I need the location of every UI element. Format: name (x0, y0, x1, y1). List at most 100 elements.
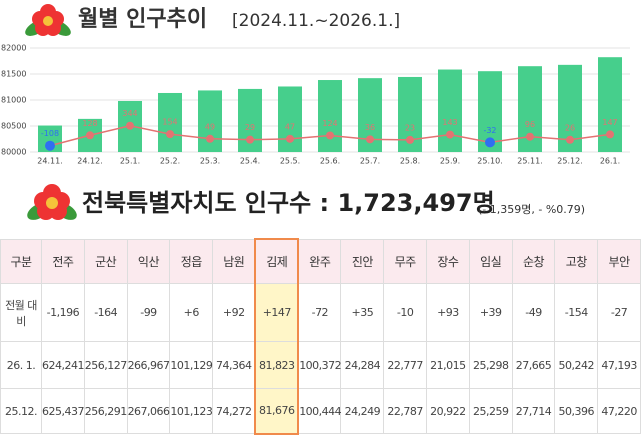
table-cell: 27,714 (511, 388, 556, 434)
data-label: 147 (602, 118, 617, 127)
data-label: 124 (322, 119, 337, 128)
table-cell: 101,123 (169, 388, 214, 434)
summary-header: 전북특별자치도 인구수 : 1,723,497명 (- 1,359명, - %0… (27, 184, 585, 220)
table-cell: 김제 (254, 238, 300, 284)
point (526, 132, 534, 141)
table-cell: 24,284 (340, 341, 385, 389)
table-cell: 임실 (468, 238, 513, 284)
x-tick-label: 24.12. (77, 157, 102, 166)
x-tick-label: 25.11. (517, 157, 542, 166)
table-row: 26. 1. 624,241 256,127 266,967 101,129 74,364… (0, 341, 641, 389)
table-cell: 군산 (83, 238, 128, 284)
table-cell: +92 (212, 283, 256, 342)
table-row: 전월 대비 -1,196 -164 -99 +6 +92 +147 -72 +35 -10 +93 +… (0, 283, 641, 342)
flower-icon (27, 184, 77, 220)
point (86, 131, 94, 140)
table-cell: 624,241 (41, 341, 85, 389)
table-cell: 27,665 (511, 341, 556, 389)
x-tick-label: 25.2. (160, 157, 180, 166)
x-tick-label: 25.3. (200, 157, 220, 166)
x-tick-label: 25.7. (360, 157, 380, 166)
table-cell: 81,823 (254, 341, 300, 389)
population-table: 구분 전주 군산 익산 정읍 남원 김제 완주 진안 무주 장수 임실 순창 고창 부안 전월 대비 -1,19… (0, 238, 641, 435)
x-tick-label: 25.1. (120, 157, 140, 166)
table-cell: 100,372 (297, 341, 342, 389)
chart: 월별 인구추이 [2024.11.~2026.1.] 80000 80500 810… (1, 4, 630, 166)
y-tick-label: 81000 (1, 96, 26, 105)
table-cell: -72 (297, 283, 342, 342)
table-cell: -10 (383, 283, 428, 342)
point (366, 135, 374, 144)
x-tick-label: 25.9. (440, 157, 460, 166)
x-tick-label: 25.10. (477, 157, 502, 166)
table-cell: 26. 1. (0, 341, 42, 389)
data-label: 344 (122, 109, 137, 118)
table-cell: 22,777 (383, 341, 428, 389)
table-cell: 구분 (0, 238, 42, 284)
table-cell: 50,242 (554, 341, 599, 389)
data-label: 26 (565, 123, 575, 132)
chart-title: 월별 인구추이 (78, 7, 207, 32)
bar (318, 80, 342, 152)
table-cell: 25.12. (0, 388, 42, 434)
data-label: 143 (442, 118, 457, 127)
data-label: 49 (205, 122, 215, 131)
table-cell: 81,676 (254, 388, 300, 435)
table-cell: 순창 (511, 238, 556, 284)
point (406, 135, 414, 144)
table-cell: 20,922 (426, 388, 470, 434)
table-cell: 장수 (426, 238, 470, 284)
table-header: 구분 전주 군산 익산 정읍 남원 김제 완주 진안 무주 장수 임실 순창 고창 부안 (0, 238, 641, 284)
table-cell: +93 (426, 283, 470, 342)
table-cell: 무주 (383, 238, 428, 284)
point (286, 134, 294, 143)
summary-note: (- 1,359명, - %0.79) (478, 203, 585, 216)
data-label: -32 (483, 126, 496, 135)
point (446, 130, 454, 139)
summary: 전북특별자치도 인구수 : 1,723,497명 (- 1,359명, - %0… (0, 172, 641, 236)
point (566, 135, 574, 144)
table-cell: 완주 (297, 238, 342, 284)
x-tick-label: 25.6. (320, 157, 340, 166)
data-label: 96 (525, 120, 535, 129)
table-cell: 256,127 (83, 341, 128, 389)
y-tick-label: 80000 (1, 148, 26, 157)
table-cell: 22,787 (383, 388, 428, 434)
table-cell: -164 (83, 283, 128, 342)
table-cell: 47,220 (597, 388, 641, 434)
table-cell: 256,291 (83, 388, 128, 434)
table-cell: 정읍 (169, 238, 214, 284)
table-cell: 부안 (597, 238, 641, 284)
data-label: 128 (82, 119, 97, 128)
table-cell: 625,437 (41, 388, 85, 434)
y-tick-label: 82000 (1, 44, 26, 53)
summary-title: 전북특별자치도 인구수 : 1,723,497명 (82, 189, 495, 217)
table-cell: +35 (340, 283, 385, 342)
table-cell: 25,298 (468, 341, 513, 389)
point (206, 134, 214, 143)
table-cell: 전월 대비 (0, 283, 42, 342)
table-cell: 24,249 (340, 388, 385, 434)
table-cell: -1,196 (41, 283, 85, 342)
table-cell: 고창 (554, 238, 599, 284)
bar (158, 92, 182, 152)
table-row: 25.12. 625,437 256,291 267,066 101,123 74,272… (0, 388, 641, 435)
data-label: 154 (162, 118, 177, 127)
point (326, 131, 334, 140)
table-cell: +147 (254, 283, 300, 342)
data-label: 29 (245, 123, 255, 132)
table-cell: 100,444 (297, 388, 342, 434)
flower-icon (25, 4, 71, 36)
table-cell: 진안 (340, 238, 385, 284)
table-cell: 익산 (126, 238, 171, 284)
data-label: 36 (365, 123, 375, 132)
x-tick-label: 25.5. (280, 157, 300, 166)
table-cell: 전주 (41, 238, 85, 284)
table-cell: 47,193 (597, 341, 641, 389)
table-cell: -99 (126, 283, 171, 342)
point (45, 140, 55, 151)
y-tick-label: 81500 (1, 70, 26, 79)
table-cell: 267,066 (126, 388, 171, 434)
table-cell: 74,272 (212, 388, 256, 434)
data-label: -108 (41, 129, 59, 138)
